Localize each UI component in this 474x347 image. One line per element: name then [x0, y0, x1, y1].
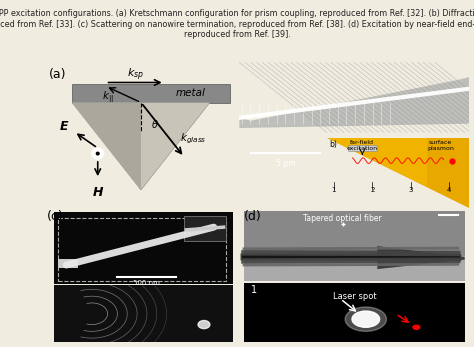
Text: far-field
excitation: far-field excitation — [347, 140, 378, 151]
Circle shape — [96, 152, 99, 155]
Text: 1: 1 — [251, 285, 257, 295]
Bar — [72, 84, 229, 103]
Text: 5 μm: 5 μm — [275, 159, 295, 168]
Text: metal: metal — [175, 88, 205, 99]
Text: $\boldsymbol{E}$: $\boldsymbol{E}$ — [59, 120, 70, 133]
Bar — [58, 259, 78, 268]
Polygon shape — [377, 246, 465, 269]
Bar — [348, 145, 377, 151]
Polygon shape — [72, 103, 210, 190]
Circle shape — [352, 311, 380, 327]
Bar — [184, 216, 226, 241]
Polygon shape — [327, 138, 427, 187]
Circle shape — [413, 325, 420, 329]
Bar — [58, 218, 226, 281]
Text: b): b) — [329, 140, 337, 149]
Text: 1: 1 — [332, 187, 336, 193]
Bar — [244, 211, 465, 255]
Polygon shape — [72, 103, 141, 190]
Text: (a): (a) — [48, 68, 66, 81]
Text: Laser spot: Laser spot — [332, 292, 376, 301]
Bar — [244, 282, 465, 342]
Text: (d): (d) — [244, 210, 262, 222]
Circle shape — [92, 148, 104, 159]
Polygon shape — [239, 77, 469, 128]
Text: $\boldsymbol{H}$: $\boldsymbol{H}$ — [91, 186, 104, 199]
Text: $\theta$: $\theta$ — [151, 118, 159, 130]
Polygon shape — [327, 138, 469, 208]
Text: (color online) SPP excitation configurations. (a) Kretschmann configuration for : (color online) SPP excitation configurat… — [0, 9, 474, 39]
Circle shape — [198, 321, 210, 329]
Text: $k_{sp}$: $k_{sp}$ — [127, 67, 144, 83]
Text: surface
plasmon: surface plasmon — [428, 140, 454, 151]
Bar — [55, 212, 234, 284]
Circle shape — [345, 307, 386, 331]
Text: 4: 4 — [447, 187, 452, 193]
Text: 2: 2 — [370, 187, 374, 193]
Text: Tapered optical fiber: Tapered optical fiber — [303, 214, 382, 223]
Text: $k_{glass}$: $k_{glass}$ — [180, 132, 207, 146]
Bar — [55, 285, 234, 342]
Text: 500 nm: 500 nm — [134, 280, 160, 286]
Text: 3: 3 — [409, 187, 413, 193]
Text: (c): (c) — [46, 210, 64, 222]
Bar — [244, 211, 465, 281]
Text: $k_{||}$: $k_{||}$ — [101, 90, 113, 105]
